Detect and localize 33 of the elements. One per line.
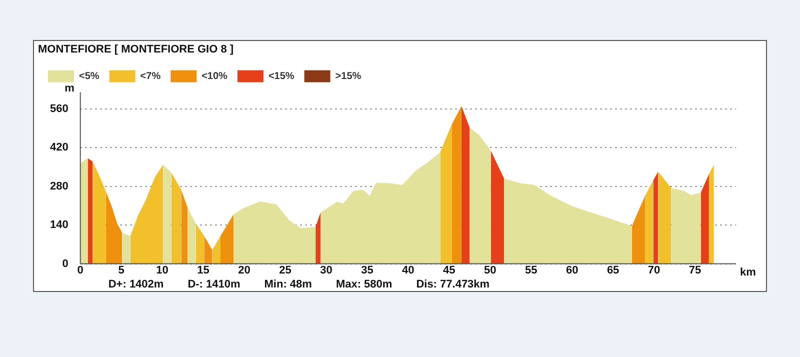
x-axis-title: km (740, 266, 756, 278)
text: Min: 48m (264, 278, 312, 290)
legend-label: <7% (140, 70, 161, 82)
legend-label: <5% (79, 70, 100, 82)
y-tick-label: 140 (50, 219, 68, 232)
legend-label: <15% (268, 70, 294, 82)
text: Dis: 77.473km (416, 278, 490, 290)
y-tick-label: 560 (50, 102, 68, 115)
legend-label: <10% (202, 70, 228, 82)
text: D-: 1410m (188, 278, 240, 290)
chart-title: MONTEFIORE [ MONTEFIORE GIO 8 ] (38, 44, 234, 56)
y-tick-label: 420 (50, 142, 68, 154)
y-axis-title: m (64, 82, 75, 95)
x-tick-label: 10 (156, 264, 168, 276)
x-tick-label: 55 (524, 264, 538, 276)
x-tick-label: 65 (606, 264, 620, 276)
text: Max: 580m (336, 278, 392, 290)
legend-label: >15% (335, 70, 362, 82)
x-tick-label: 0 (77, 264, 84, 276)
x-tick-label: 70 (648, 264, 660, 276)
x-tick-label: 20 (238, 264, 250, 276)
x-tick-label: 60 (566, 264, 578, 276)
text: D+: 1402m (108, 278, 164, 290)
x-tick-label: 35 (361, 264, 374, 276)
x-tick-label: 50 (484, 264, 496, 276)
x-tick-label: 30 (320, 264, 332, 276)
x-tick-label: 15 (197, 264, 210, 276)
x-tick-label: 45 (443, 264, 456, 276)
y-tick-label: 280 (50, 180, 68, 192)
x-tick-label: 75 (688, 264, 702, 276)
x-tick-label: 5 (118, 264, 124, 276)
x-tick-label: 40 (402, 264, 414, 276)
x-tick-label: 25 (279, 264, 292, 276)
